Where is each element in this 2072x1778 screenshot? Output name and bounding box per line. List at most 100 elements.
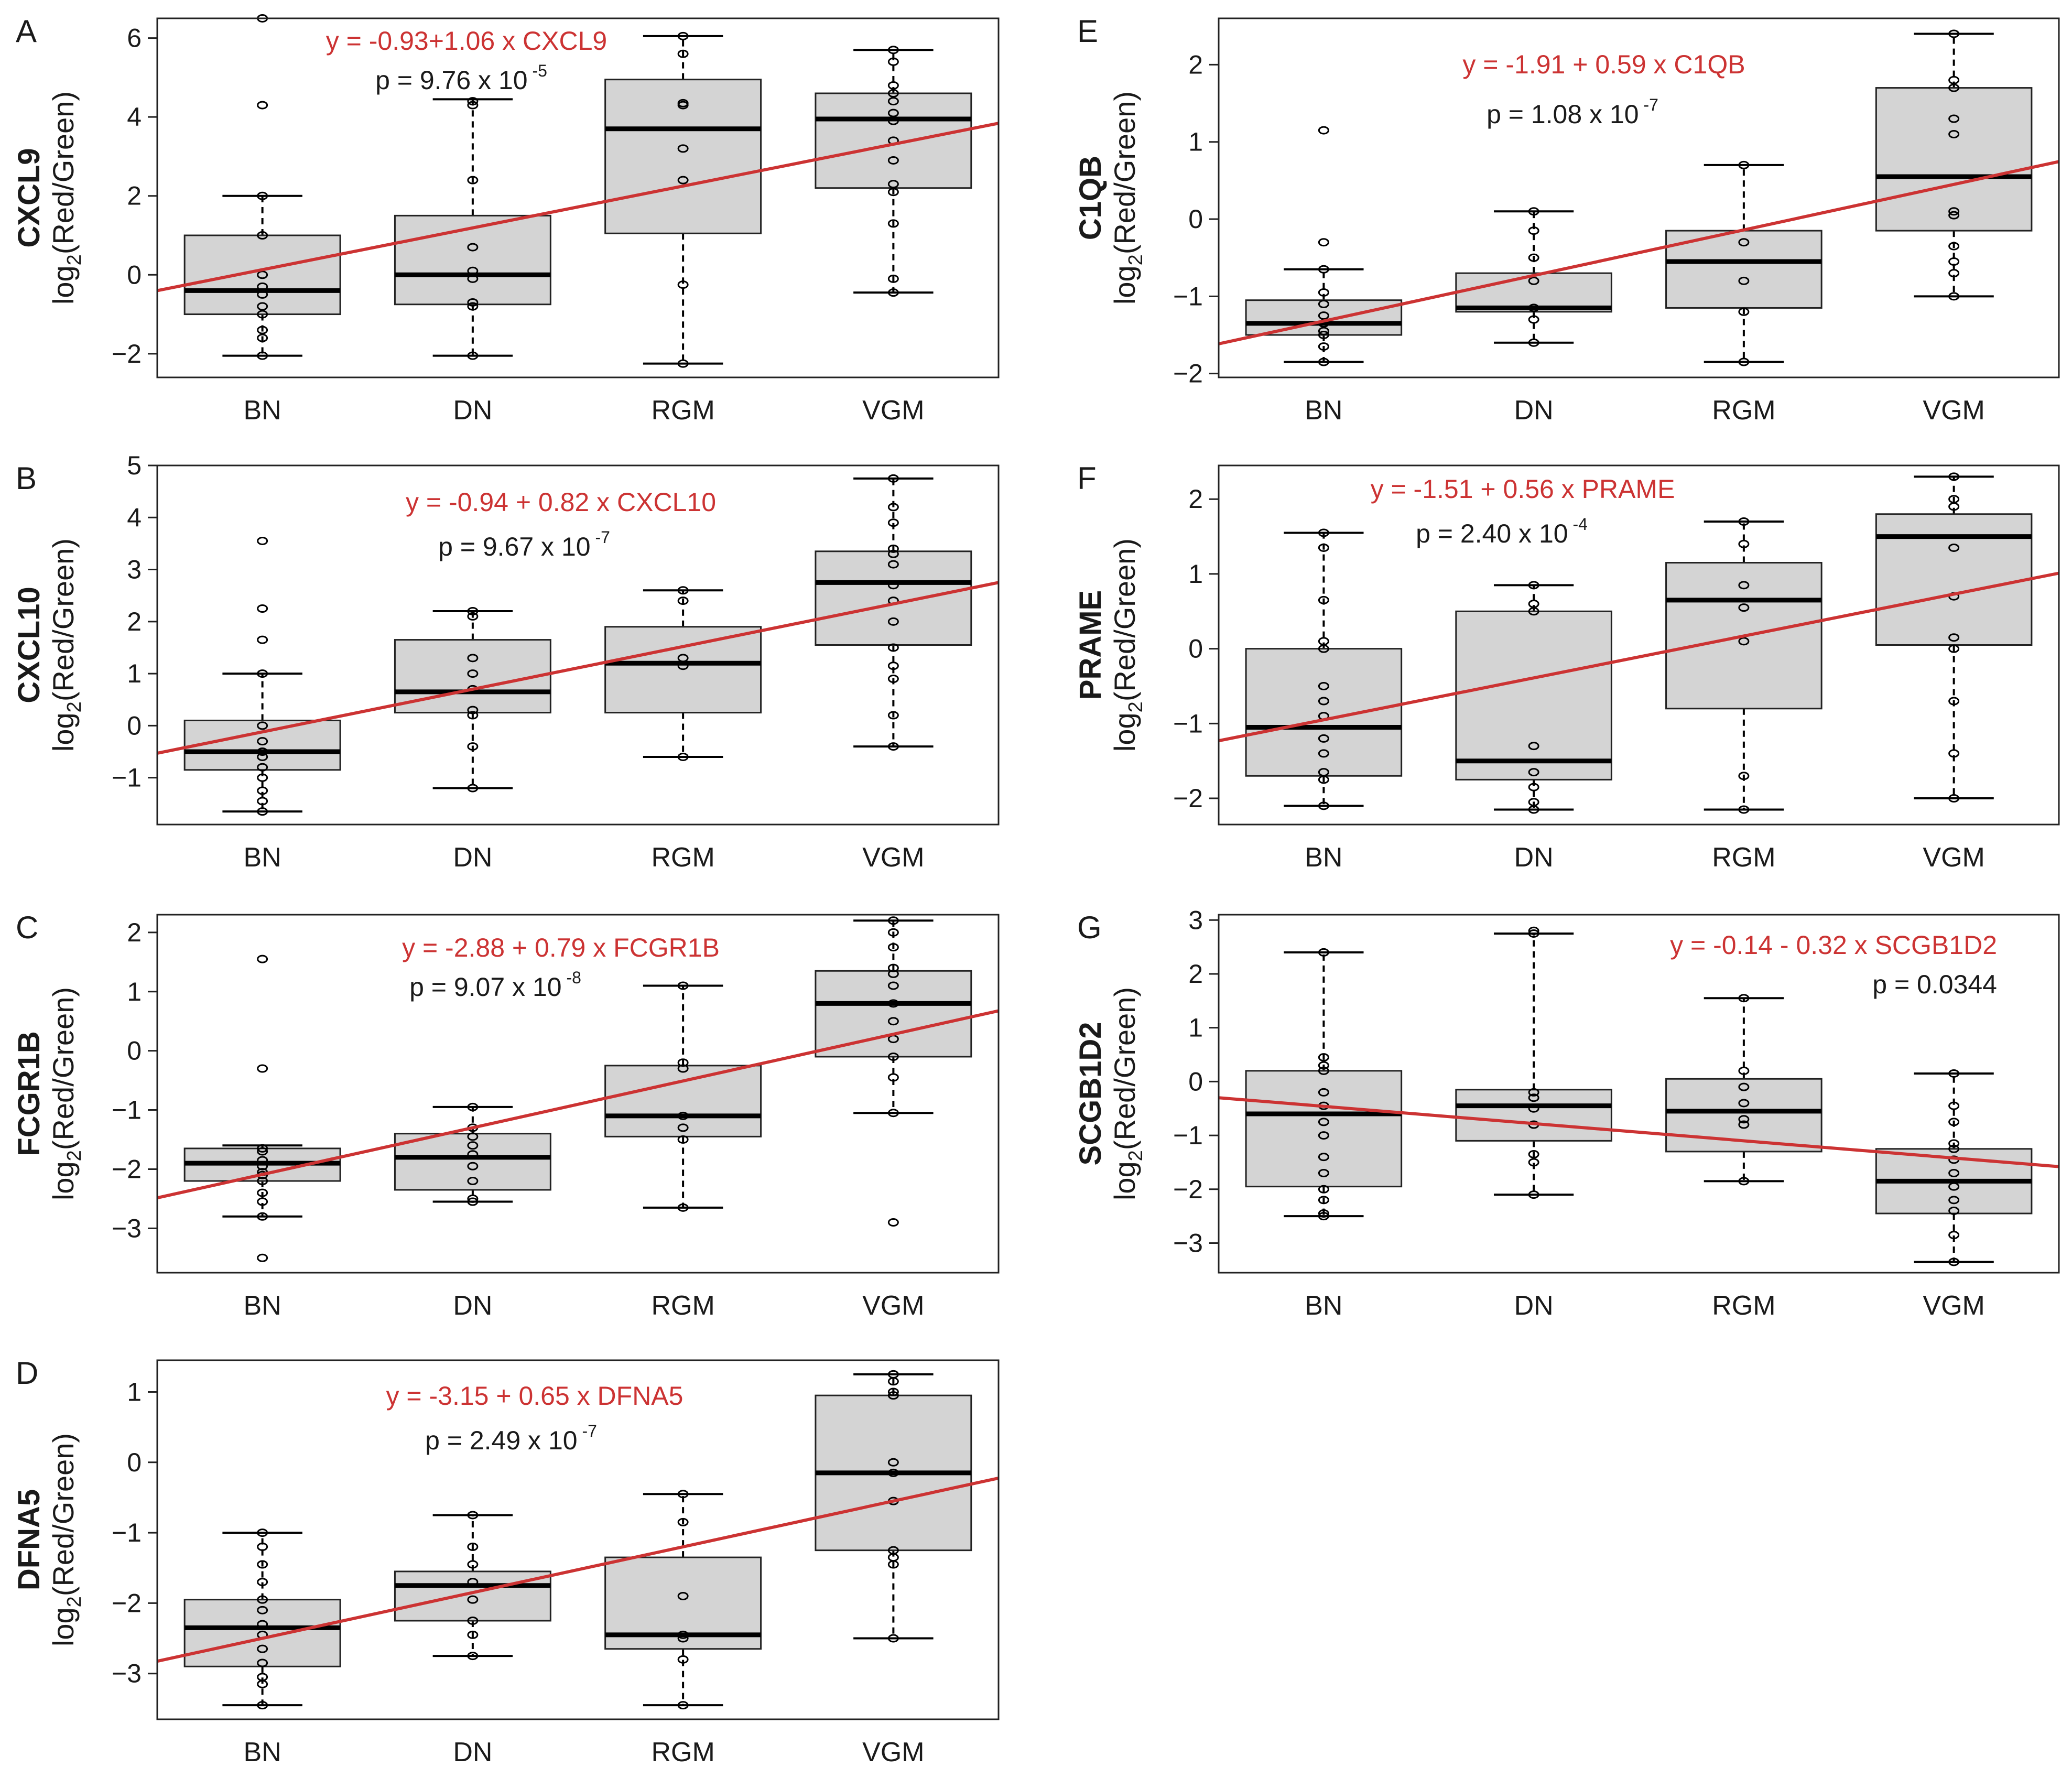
iqr-box [1455, 610, 1612, 780]
box-rgm [604, 589, 762, 758]
y-axis-label-subscript: 2 [63, 701, 85, 712]
x-tick-label: VGM [1923, 1291, 1984, 1321]
box-rgm [604, 35, 762, 365]
iqr-box [1245, 299, 1403, 336]
data-point [257, 955, 268, 963]
x-tick-label: DN [1514, 1291, 1554, 1321]
data-point [1738, 805, 1750, 814]
data-point [1738, 994, 1750, 1003]
y-tick-label: 2 [1188, 50, 1203, 79]
data-point [677, 1655, 689, 1664]
data-point [1948, 1144, 1960, 1153]
p-value-exponent: -8 [562, 968, 581, 987]
data-point [257, 231, 268, 240]
y-axis-label-suffix: (Red/Green) [47, 538, 80, 701]
data-point [1318, 681, 1329, 690]
data-point [1738, 603, 1750, 612]
data-point [887, 156, 899, 165]
x-tick-label: DN [453, 842, 492, 873]
data-point [467, 243, 479, 252]
y-tick-label: 4 [127, 503, 142, 532]
data-point [1318, 357, 1329, 366]
box-bn [1245, 268, 1403, 363]
data-point [1318, 265, 1329, 274]
y-axis-label-suffix: (Red/Green) [47, 987, 80, 1150]
panel-letter: B [16, 461, 37, 496]
y-tick-label: 5 [127, 451, 142, 480]
y-tick-label: 2 [1188, 959, 1203, 989]
y-axis-label-suffix: (Red/Green) [1108, 538, 1141, 701]
iqr-box [1665, 230, 1823, 309]
data-point [1948, 257, 1960, 266]
plot-frame [1218, 17, 2060, 378]
y-axis-label-subscript: 2 [1125, 1150, 1147, 1161]
y-tick-label: 2 [127, 181, 142, 211]
iqr-box [604, 1065, 762, 1137]
data-point [677, 1634, 689, 1643]
regression-line [157, 1476, 999, 1663]
data-point [887, 711, 899, 720]
data-point [467, 274, 479, 283]
y-tick-label: 1 [127, 977, 142, 1006]
data-point [1948, 211, 1960, 220]
data-point [677, 654, 689, 663]
data-point [1948, 1101, 1960, 1110]
data-point [1318, 595, 1329, 604]
data-point [887, 963, 899, 972]
data-point [677, 662, 689, 670]
y-tick-label: 0 [1188, 204, 1203, 234]
data-point [1948, 1168, 1960, 1177]
data-point [1738, 1099, 1750, 1108]
data-point [257, 1578, 268, 1587]
data-point [467, 654, 479, 663]
x-tick-label: BN [244, 842, 281, 873]
data-point [467, 711, 479, 720]
data-point [467, 1560, 479, 1569]
data-point [1738, 581, 1750, 590]
data-point [1318, 644, 1329, 653]
data-point [1948, 129, 1960, 138]
data-point [1318, 775, 1329, 784]
data-point [1318, 697, 1329, 706]
data-point [467, 742, 479, 751]
y-tick-label: −2 [112, 339, 142, 368]
data-point [257, 1188, 268, 1197]
box-rgm [1665, 521, 1823, 811]
data-point [677, 359, 689, 368]
y-tick-label: 0 [127, 711, 142, 740]
x-tick-label: VGM [1923, 395, 1984, 426]
data-point [467, 1630, 479, 1639]
data-point [467, 1511, 479, 1520]
data-point [1948, 242, 1960, 251]
data-point [1318, 543, 1329, 552]
data-point [1948, 543, 1960, 552]
y-tick-label: 2 [127, 918, 142, 947]
data-point [257, 333, 268, 342]
data-point [257, 773, 268, 782]
gene-label: SCGB1D2 [1073, 1022, 1108, 1166]
data-point [1318, 734, 1329, 743]
data-point [887, 969, 899, 978]
data-point [467, 784, 479, 793]
y-tick-label: 3 [127, 555, 142, 584]
y-axis-label-subscript: 2 [1125, 701, 1147, 712]
x-tick-label: DN [453, 395, 492, 426]
data-point [1318, 126, 1329, 135]
p-value: p = 9.76 x 10 -5 [375, 61, 547, 95]
data-point [1738, 307, 1750, 316]
data-point [257, 1679, 268, 1688]
regression-equation: y = -0.14 - 0.32 x SCGB1D2 [1670, 930, 1997, 960]
box-rgm [604, 984, 762, 1209]
data-point [1528, 607, 1539, 616]
data-point [467, 1162, 479, 1170]
data-point [467, 612, 479, 621]
data-point [1318, 1212, 1329, 1221]
iqr-box [1245, 1070, 1403, 1188]
data-point [1738, 1177, 1750, 1186]
data-point [1948, 1196, 1960, 1205]
p-value-exponent: -7 [1639, 95, 1658, 114]
data-point [677, 176, 689, 185]
data-point [257, 1542, 268, 1551]
data-point [467, 1194, 479, 1203]
data-point [677, 1111, 689, 1120]
